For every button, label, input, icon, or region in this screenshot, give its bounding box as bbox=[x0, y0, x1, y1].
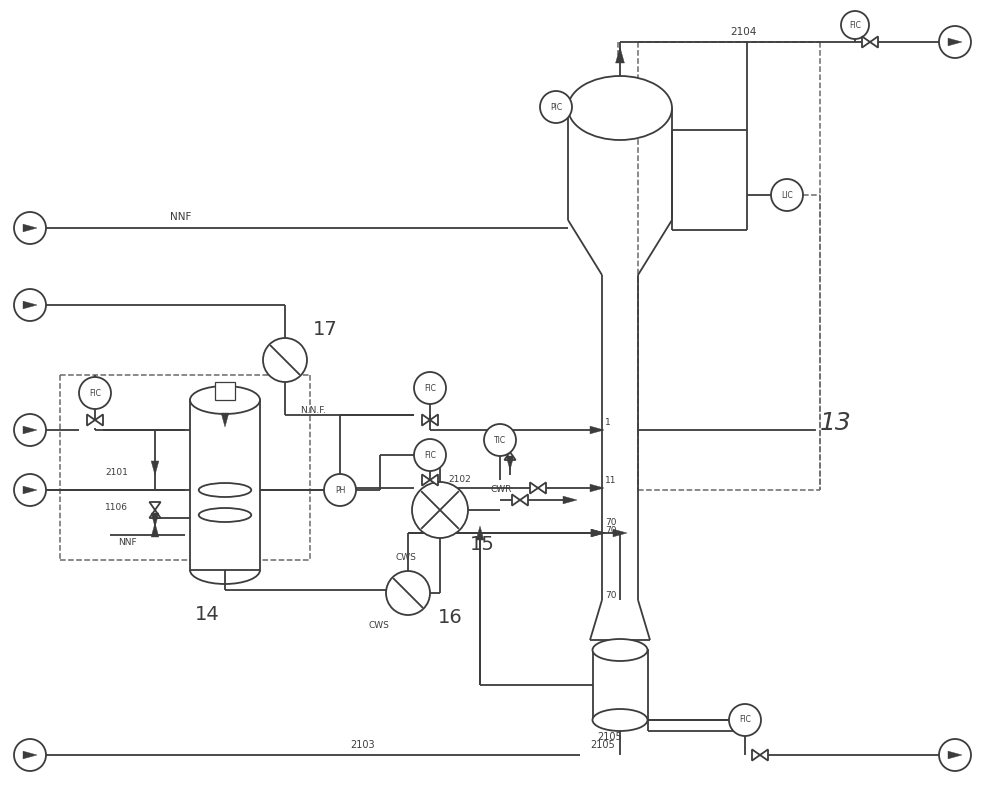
Polygon shape bbox=[613, 529, 627, 537]
Polygon shape bbox=[87, 415, 95, 426]
Text: CWR: CWR bbox=[490, 485, 511, 494]
Polygon shape bbox=[512, 494, 520, 505]
Polygon shape bbox=[95, 415, 103, 426]
Text: FIC: FIC bbox=[424, 383, 436, 393]
Polygon shape bbox=[23, 486, 37, 494]
Polygon shape bbox=[752, 749, 760, 760]
Polygon shape bbox=[221, 413, 229, 427]
Circle shape bbox=[386, 571, 430, 615]
Text: TIC: TIC bbox=[494, 435, 506, 445]
Text: 70: 70 bbox=[605, 526, 616, 535]
Ellipse shape bbox=[190, 386, 260, 414]
Text: FIC: FIC bbox=[424, 450, 436, 460]
Polygon shape bbox=[23, 224, 37, 232]
Polygon shape bbox=[530, 482, 538, 493]
Text: 13: 13 bbox=[820, 411, 852, 435]
Circle shape bbox=[324, 474, 356, 506]
Circle shape bbox=[412, 482, 468, 538]
Text: 14: 14 bbox=[195, 605, 220, 624]
Text: CWS: CWS bbox=[368, 621, 389, 630]
Text: FIC: FIC bbox=[739, 715, 751, 725]
Circle shape bbox=[484, 424, 516, 456]
Ellipse shape bbox=[568, 76, 672, 140]
Ellipse shape bbox=[592, 709, 648, 731]
Text: 1: 1 bbox=[605, 418, 611, 427]
Text: 2104: 2104 bbox=[730, 27, 756, 37]
Polygon shape bbox=[760, 749, 768, 760]
Circle shape bbox=[14, 474, 46, 506]
Text: 2102: 2102 bbox=[448, 475, 471, 484]
Polygon shape bbox=[616, 47, 624, 63]
Polygon shape bbox=[430, 415, 438, 426]
Polygon shape bbox=[591, 529, 605, 537]
Polygon shape bbox=[948, 751, 962, 759]
Text: 2101: 2101 bbox=[105, 468, 128, 477]
Text: 11: 11 bbox=[605, 476, 616, 485]
Text: 2105: 2105 bbox=[598, 732, 622, 742]
Text: 2103: 2103 bbox=[350, 740, 375, 750]
Polygon shape bbox=[151, 461, 159, 475]
Text: LIC: LIC bbox=[781, 190, 793, 199]
Polygon shape bbox=[590, 426, 604, 434]
Text: PH: PH bbox=[335, 486, 345, 494]
Circle shape bbox=[540, 91, 572, 123]
Circle shape bbox=[14, 212, 46, 244]
Bar bbox=[215, 382, 235, 400]
Polygon shape bbox=[538, 482, 546, 493]
Polygon shape bbox=[506, 456, 514, 470]
Polygon shape bbox=[591, 529, 605, 537]
Polygon shape bbox=[151, 523, 159, 537]
Bar bbox=[592, 650, 648, 720]
Circle shape bbox=[14, 739, 46, 771]
Circle shape bbox=[14, 289, 46, 321]
Ellipse shape bbox=[592, 639, 648, 661]
Polygon shape bbox=[862, 36, 870, 47]
Circle shape bbox=[414, 372, 446, 404]
Text: 1106: 1106 bbox=[105, 503, 128, 512]
Text: 15: 15 bbox=[470, 535, 495, 554]
Text: CWS: CWS bbox=[395, 553, 416, 562]
Text: 70: 70 bbox=[605, 591, 616, 600]
Bar bbox=[190, 400, 260, 570]
Text: 70: 70 bbox=[605, 518, 616, 527]
Text: NNF: NNF bbox=[170, 212, 191, 222]
Polygon shape bbox=[149, 502, 161, 510]
Polygon shape bbox=[948, 38, 962, 46]
Circle shape bbox=[263, 338, 307, 382]
Text: NNF: NNF bbox=[118, 538, 137, 547]
Circle shape bbox=[79, 377, 111, 409]
Polygon shape bbox=[504, 444, 516, 452]
Text: 2105: 2105 bbox=[590, 740, 615, 750]
Polygon shape bbox=[476, 526, 484, 540]
Polygon shape bbox=[23, 301, 37, 309]
Circle shape bbox=[841, 11, 869, 39]
Polygon shape bbox=[422, 475, 430, 486]
Circle shape bbox=[939, 26, 971, 58]
Text: 16: 16 bbox=[438, 608, 463, 627]
Polygon shape bbox=[520, 494, 528, 505]
Circle shape bbox=[771, 179, 803, 211]
Circle shape bbox=[729, 704, 761, 736]
Polygon shape bbox=[430, 475, 438, 486]
Polygon shape bbox=[151, 513, 159, 527]
Circle shape bbox=[939, 739, 971, 771]
Polygon shape bbox=[590, 484, 604, 492]
Text: N.N.F.: N.N.F. bbox=[300, 406, 326, 415]
Text: PIC: PIC bbox=[550, 102, 562, 112]
Circle shape bbox=[414, 439, 446, 471]
Polygon shape bbox=[23, 751, 37, 759]
Polygon shape bbox=[870, 36, 878, 47]
Text: 17: 17 bbox=[313, 320, 338, 339]
Polygon shape bbox=[149, 510, 161, 518]
Text: FIC: FIC bbox=[849, 20, 861, 29]
Text: FIC: FIC bbox=[89, 389, 101, 397]
Polygon shape bbox=[23, 426, 37, 434]
Circle shape bbox=[14, 414, 46, 446]
Polygon shape bbox=[504, 452, 516, 460]
Polygon shape bbox=[422, 415, 430, 426]
Polygon shape bbox=[563, 496, 577, 504]
